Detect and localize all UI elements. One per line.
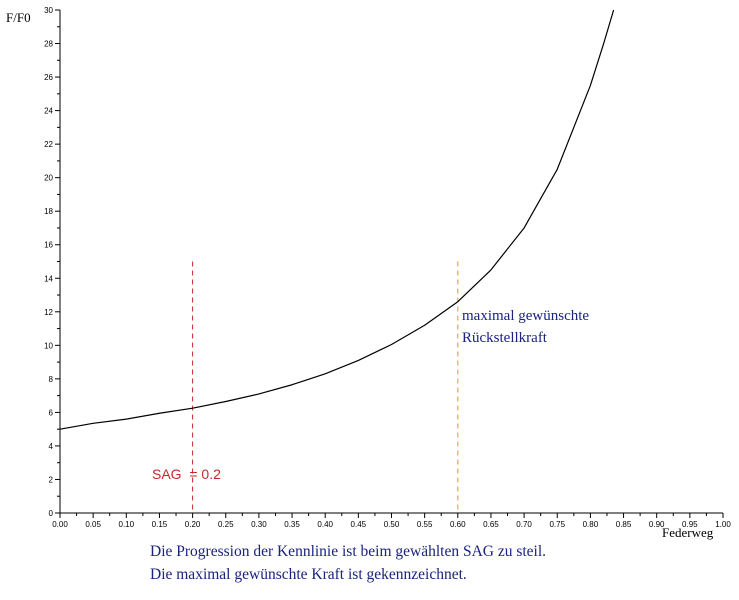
series-line-0	[59, 9, 615, 430]
y-tick-label: 18	[44, 207, 53, 216]
y-tick-label: 4	[49, 442, 54, 451]
max-force-annotation-line-2: Rückstellkraft	[462, 330, 548, 346]
x-tick-label: 1.00	[715, 520, 731, 529]
y-tick-label: 22	[44, 140, 53, 149]
y-tick-label: 6	[49, 408, 54, 417]
x-tick-label: 0.40	[317, 520, 333, 529]
y-tick-label: 0	[49, 509, 54, 518]
x-tick-label: 0.00	[52, 520, 68, 529]
y-tick-label: 14	[44, 274, 53, 283]
y-tick-label: 30	[44, 6, 53, 15]
curves	[59, 9, 615, 430]
x-tick-label: 0.05	[85, 520, 101, 529]
x-tick-label: 0.90	[649, 520, 665, 529]
axes	[59, 10, 723, 514]
x-tick-label: 0.55	[417, 520, 433, 529]
y-tick-label: 20	[44, 174, 53, 183]
sag-annotation: SAG = 0.2	[152, 466, 221, 482]
x-tick-label: 0.20	[185, 520, 201, 529]
x-tick-label: 0.10	[119, 520, 135, 529]
x-tick-label: 0.65	[483, 520, 499, 529]
x-tick-label: 0.75	[549, 520, 565, 529]
x-tick-label: 0.45	[351, 520, 367, 529]
x-tick-label: 0.95	[682, 520, 698, 529]
x-tick-label: 0.35	[284, 520, 300, 529]
caption-line-2: Die maximal gewünschte Kraft ist gekennz…	[150, 566, 467, 583]
x-tick-label: 0.70	[516, 520, 532, 529]
ticks: 0.00 0.05 0.10 0.15 0.20 0.25 0.30 0.35 0.40 0.45…	[44, 6, 731, 529]
x-tick-label: 0.85	[616, 520, 632, 529]
x-tick-label: 0.30	[251, 520, 267, 529]
y-tick-label: 2	[49, 475, 54, 484]
y-tick-label: 24	[44, 107, 53, 116]
y-tick-label: 12	[44, 308, 53, 317]
y-axis-label: F/F0	[6, 10, 31, 25]
y-tick-label: 26	[44, 73, 53, 82]
x-tick-label: 0.15	[152, 520, 168, 529]
y-tick-label: 10	[44, 341, 53, 350]
x-axis-label: Federweg	[662, 525, 714, 540]
x-tick-label: 0.25	[218, 520, 234, 529]
caption-line-1: Die Progression der Kennlinie ist beim g…	[150, 543, 547, 560]
markers	[192, 261, 459, 513]
x-tick-label: 0.80	[583, 520, 599, 529]
y-tick-label: 16	[44, 241, 53, 250]
x-tick-label: 0.50	[384, 520, 400, 529]
y-tick-label: 28	[44, 40, 53, 49]
y-tick-label: 8	[49, 375, 54, 384]
max-force-annotation-line-1: maximal gewünschte	[462, 308, 589, 324]
x-tick-label: 0.60	[450, 520, 466, 529]
